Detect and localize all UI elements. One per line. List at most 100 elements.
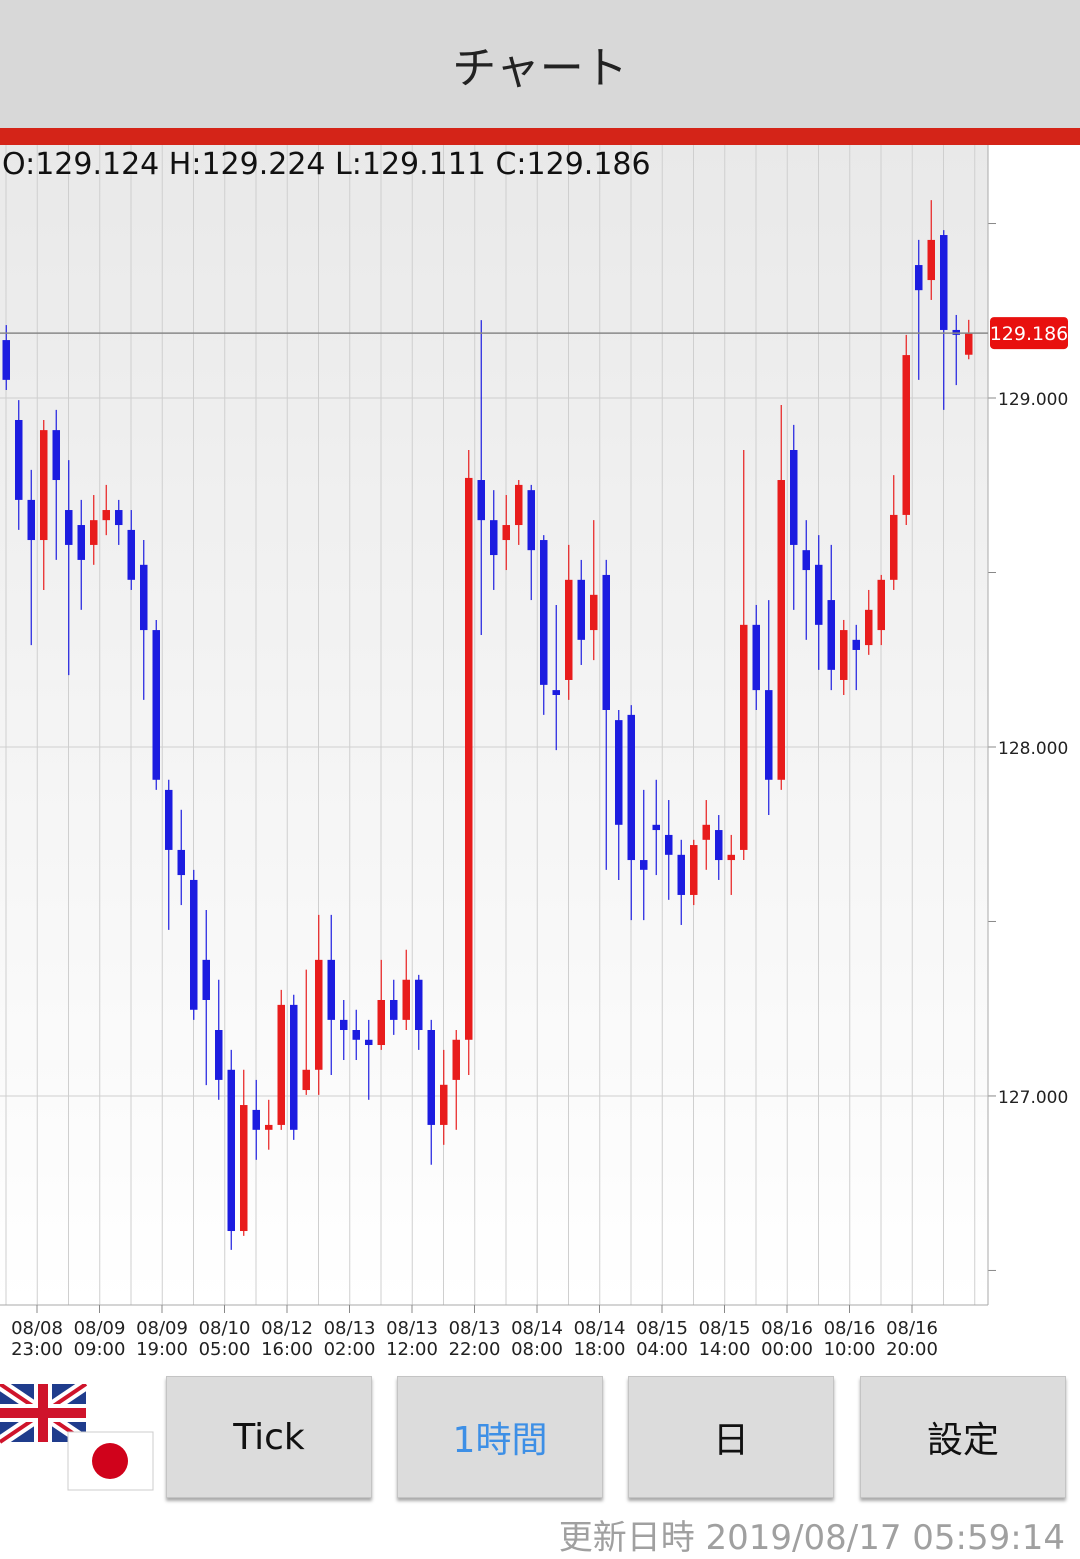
candle-body [177,849,185,876]
x-tick-label: 08/15 [699,1318,751,1339]
candle-body [190,879,198,1010]
candle-body [77,525,85,560]
y-tick-label: 129.000 [998,390,1068,410]
candle-body [852,639,860,650]
candle-body [127,529,135,580]
candle-body [540,540,548,685]
tab-button[interactable]: 1時間 [397,1376,603,1498]
tab-button[interactable]: Tick [166,1376,372,1498]
jp-flag [67,1431,154,1491]
candle-body [815,564,823,625]
candle-body [427,1030,435,1125]
candle-body [227,1069,235,1232]
candle-body [377,999,385,1046]
candle-body [940,235,948,330]
x-tick-label: 08/14 [574,1318,626,1339]
candle-body [627,714,635,861]
candle-body [590,594,598,631]
candle-body [102,510,110,521]
x-tick-label: 05:00 [199,1339,251,1360]
candle-body [140,564,148,631]
candle-body [115,510,123,526]
x-tick-label: 08/09 [74,1318,126,1339]
x-tick-label: 18:00 [574,1339,626,1360]
candle-body [902,355,910,515]
candle-body [452,1039,460,1080]
candle-body [465,477,473,1040]
candle-body [315,959,323,1070]
candle-body [515,484,523,526]
candle-body [890,514,898,580]
x-tick-label: 08/13 [386,1318,438,1339]
candle-body [640,860,648,870]
candle-body [202,959,210,1000]
candle-body [477,480,485,521]
x-tick-label: 23:00 [11,1339,63,1360]
candle-body [790,450,798,545]
candle-body [715,830,723,861]
candle-body [615,720,623,825]
candle-body [240,1105,248,1232]
tab-button[interactable]: 設定 [860,1376,1066,1498]
chart: O:129.124 H:129.224 L:129.111 C:129.186 … [0,145,1069,1360]
tab-button[interactable]: 日 [628,1376,834,1498]
x-tick-label: 08/16 [886,1318,938,1339]
x-tick-label: 12:00 [386,1339,438,1360]
candle-body [390,999,398,1020]
x-tick-label: 08/10 [199,1318,251,1339]
candle-body [65,510,73,545]
candle-body [765,690,773,780]
x-tick-label: 08/13 [324,1318,376,1339]
candle-body [340,1019,348,1031]
candle-body [215,1030,223,1080]
ohlc-text: O:129.124 H:129.224 L:129.111 C:129.186 [2,147,651,182]
x-tick-label: 08/16 [761,1318,813,1339]
x-tick-label: 08:00 [511,1339,563,1360]
candle-body [502,525,510,541]
candle-body [840,630,848,680]
candle-body [677,854,685,895]
x-tick-label: 19:00 [136,1339,188,1360]
candle-body [165,789,173,850]
y-tick-label: 127.000 [998,1088,1068,1108]
y-tick-label: 128.000 [998,739,1068,759]
x-tick-label: 08/14 [511,1318,563,1339]
x-tick-label: 22:00 [449,1339,501,1360]
candle-body [52,430,60,481]
candle-body [402,979,410,1020]
candle-body [552,690,560,695]
candle-body [527,490,535,551]
candle-body [602,574,610,710]
candle-body [927,239,935,281]
candle-body [865,609,873,646]
x-tick-label: 20:00 [886,1339,938,1360]
last-price-label: 129.186 [990,323,1069,345]
candle-body [252,1109,260,1130]
candle-body [965,333,973,355]
candle-body [365,1039,373,1046]
candle-body [727,854,735,861]
x-tick-label: 08/16 [824,1318,876,1339]
x-tick-label: 14:00 [699,1339,751,1360]
x-tick-label: 00:00 [761,1339,813,1360]
plot-area [0,145,988,1305]
candle-body [415,979,423,1031]
currency-flags[interactable] [0,1384,160,1494]
candle-body [752,624,760,691]
accent-bar [0,128,1080,145]
candle-body [40,430,48,541]
candle-body [565,579,573,680]
candle-body [152,630,160,780]
candle-body [90,520,98,545]
candle-body [777,480,785,780]
title: チャート [452,43,628,94]
candle-body [2,340,10,380]
candle-body [577,579,585,640]
updated-time: 更新日時 2019/08/17 05:59:14 [558,1518,1065,1558]
x-tick-label: 08/12 [261,1318,313,1339]
candle-body [15,419,23,500]
x-tick-label: 08/09 [136,1318,188,1339]
x-tick-label: 08/15 [636,1318,688,1339]
candle-body [440,1084,448,1125]
candle-body [877,579,885,631]
